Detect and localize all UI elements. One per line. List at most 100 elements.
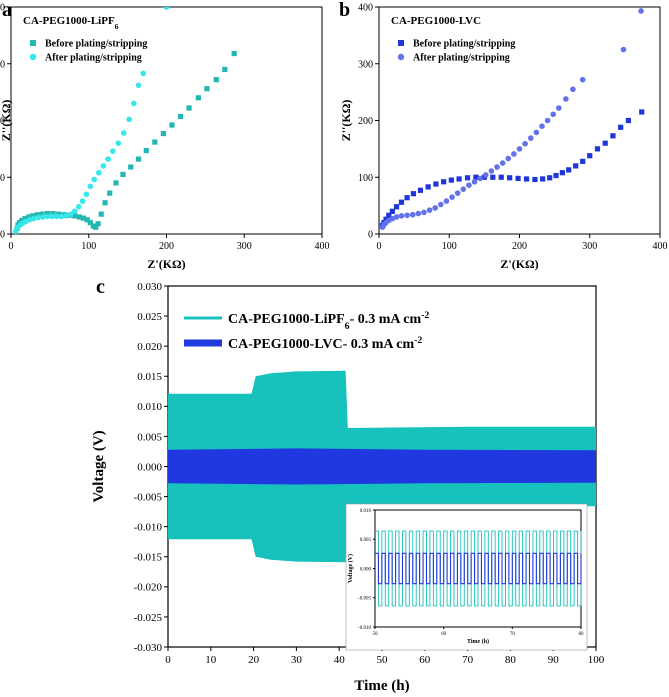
data-point-square [498, 174, 504, 180]
data-point-square [404, 195, 410, 201]
data-point-square [573, 163, 579, 169]
y-tick-label: 300 [358, 59, 373, 70]
y-tick-label: 400 [358, 3, 373, 14]
data-point-circle [87, 183, 94, 190]
y-tick-label: -0.005 [358, 597, 371, 602]
data-point-square [389, 208, 395, 214]
data-point-square [93, 224, 99, 230]
legend-marker-circle [397, 53, 405, 61]
data-point-circle [488, 168, 495, 174]
data-point-square [120, 171, 126, 178]
data-point-square [456, 176, 462, 182]
data-point-circle [30, 215, 37, 222]
data-point-square [44, 210, 51, 217]
y-tick-label: 0.000 [137, 461, 162, 473]
data-point-circle [163, 7, 170, 10]
y-tick-label: 100 [0, 173, 5, 184]
axes-inset: 50 60 70 80 0.010 0.005 0.000 -0.005 -0.010 [358, 509, 584, 637]
legend-label-part: CA-PEG1000-LiPF [228, 312, 345, 327]
x-tick-label: 400 [653, 241, 668, 252]
data-point-square [580, 158, 586, 164]
data-point-circle [460, 186, 467, 192]
x-tick-label: 50 [377, 654, 389, 666]
x-tick-label: 50 [373, 632, 379, 637]
data-point-square [80, 215, 86, 221]
y-tick-label: -0.030 [134, 642, 163, 654]
data-point-circle [527, 135, 534, 141]
data-point-square [50, 210, 56, 217]
legend-marker-square [30, 40, 36, 46]
data-point-square [515, 175, 521, 181]
data-point-square [113, 180, 119, 186]
x-tick-label: 30 [291, 654, 303, 666]
data-point-square [152, 139, 158, 145]
y-tick-label: 400 [0, 3, 5, 14]
y-tick-label: 0 [0, 230, 5, 241]
data-points-a [12, 7, 237, 234]
x-tick-label: 100 [588, 654, 605, 666]
data-point-circle [505, 155, 512, 162]
y-tick-label: -0.010 [134, 522, 163, 534]
x-tick-label: 90 [548, 654, 560, 666]
data-point-circle [421, 209, 427, 216]
legend-label: After plating/stripping [413, 53, 510, 64]
data-point-circle [140, 70, 146, 77]
data-point-circle [393, 214, 400, 220]
data-point-circle [126, 116, 132, 123]
data-point-square [195, 95, 201, 101]
data-point-square [625, 117, 631, 124]
y-tick-label: 100 [358, 173, 373, 184]
data-point-circle [131, 100, 137, 107]
data-point-square [410, 191, 417, 197]
x-tick-label: 100 [81, 241, 96, 252]
panel-label: c [96, 276, 105, 298]
data-point-circle [120, 130, 127, 136]
data-point-circle [75, 203, 82, 210]
legend-label: After plating/stripping [45, 53, 142, 64]
data-point-circle [91, 176, 97, 183]
legend-label-part: 6 [345, 321, 350, 332]
x-tick-label: 0 [165, 654, 171, 666]
x-axis-label: Z'(KΩ) [500, 257, 538, 271]
data-point-square [383, 216, 389, 222]
axes-b: 0 100 200 300 400 0 100 200 300 400 [358, 3, 668, 253]
data-point-square [441, 179, 447, 185]
data-point-circle [105, 156, 111, 162]
data-point-circle [389, 215, 396, 222]
data-point-square [95, 221, 101, 227]
x-tick-label: 300 [582, 241, 597, 252]
data-point-square [128, 164, 134, 170]
data-points-b [379, 8, 645, 230]
y-tick-label: 0.015 [137, 371, 162, 383]
data-point-circle [110, 148, 116, 154]
chart-title-part: CA-PEG1000-LVC [391, 15, 481, 27]
data-point-square [490, 174, 496, 180]
data-point-square [169, 122, 175, 128]
y-tick-label: -0.020 [134, 582, 163, 594]
x-tick-label: 200 [512, 241, 527, 252]
legend-label-part: -2 [421, 310, 429, 321]
data-point-circle [466, 182, 472, 188]
data-point-circle [100, 163, 107, 169]
data-point-circle [477, 175, 483, 182]
data-point-circle [398, 213, 405, 219]
data-point-circle [35, 214, 42, 221]
x-tick-label: 80 [505, 654, 517, 666]
legend-label: Before plating/stripping [413, 39, 515, 50]
data-point-square [425, 184, 431, 190]
data-point-circle [620, 46, 627, 53]
data-point-square [547, 175, 553, 181]
data-point-square [587, 153, 593, 159]
legend-marker-square [398, 40, 404, 46]
data-point-circle [63, 213, 70, 219]
data-point-square [386, 212, 392, 218]
data-point-square [540, 176, 546, 182]
data-point-circle [494, 164, 500, 170]
data-point-circle [570, 86, 576, 93]
data-point-square [523, 176, 530, 182]
data-point-square [610, 133, 616, 139]
data-point-circle [426, 207, 433, 213]
y-tick-label: 0 [368, 230, 373, 241]
data-point-circle [404, 212, 410, 219]
